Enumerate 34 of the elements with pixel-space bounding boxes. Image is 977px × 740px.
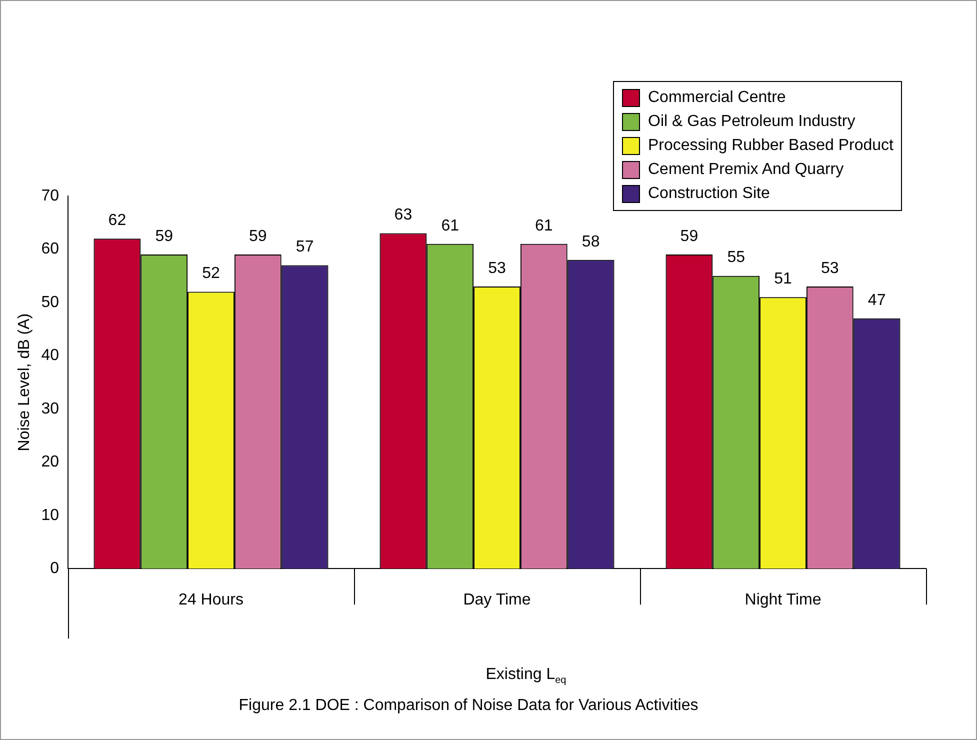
data-label: 53 [821, 260, 839, 277]
y-tick-label: 50 [41, 294, 60, 311]
data-label: 58 [582, 233, 600, 250]
data-label: 61 [441, 217, 460, 234]
data-label: 62 [108, 212, 126, 229]
x-tick-label: Day Time [463, 592, 531, 609]
legend-label: Construction Site [648, 185, 770, 203]
text: Figure 2.1 DOE : Comparison of Noise Data for Various Activities [238, 696, 698, 714]
y-tick-label: 60 [41, 240, 60, 258]
data-label: 63 [394, 206, 412, 224]
data-label: 53 [488, 260, 506, 277]
legend-label: Cement Premix And Quarry [648, 161, 844, 179]
y-tick-label: 10 [41, 506, 60, 524]
x-tick-label: Night Time [744, 592, 822, 609]
y-axis-title: Noise Level, dB (A) [16, 313, 34, 452]
data-label: 55 [727, 249, 746, 266]
data-label: 59 [249, 228, 267, 245]
y-tick-label: 40 [41, 347, 60, 364]
legend-label: Commercial Centre [648, 89, 786, 107]
data-label: 59 [155, 228, 174, 245]
y-tick-label: 70 [41, 187, 60, 204]
data-label: 57 [296, 238, 314, 256]
data-label: 61 [535, 217, 553, 234]
data-label: 52 [202, 265, 220, 282]
legend-label: Processing Rubber Based Product [648, 137, 894, 155]
x-axis-title: Existing L$_{eq}$ [484, 666, 568, 686]
y-tick-label: 30 [41, 400, 60, 418]
x-tick-label: 24 Hours [178, 592, 244, 609]
data-label: 47 [868, 292, 886, 309]
data-label: 51 [774, 270, 792, 288]
y-tick-label: 20 [41, 454, 60, 471]
legend-label: Oil & Gas Petroleum Industry [648, 113, 856, 131]
data-label: 59 [680, 228, 698, 245]
y-tick-label: 0 [50, 560, 60, 578]
